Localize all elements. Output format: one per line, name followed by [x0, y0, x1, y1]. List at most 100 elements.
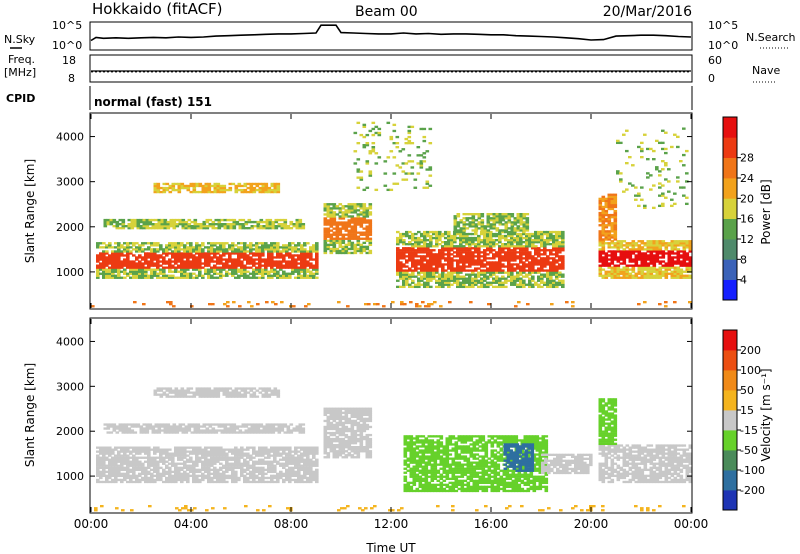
- heatmap-cell: [438, 277, 442, 280]
- heatmap-cell: [622, 248, 627, 251]
- heatmap-cell: [389, 150, 394, 153]
- heatmap-cell: [246, 274, 250, 277]
- heatmap-cell: [456, 253, 460, 256]
- heatmap-cell: [192, 472, 196, 476]
- heatmap-cell: [435, 253, 439, 256]
- heatmap-cell: [447, 285, 451, 289]
- heatmap-cell: [258, 446, 262, 449]
- heatmap-cell: [365, 142, 370, 145]
- heatmap-cell: [198, 470, 202, 474]
- heatmap-cell: [312, 264, 316, 267]
- heatmap-cell: [249, 260, 253, 263]
- heatmap-cell: [249, 246, 253, 249]
- heatmap-cell: [306, 260, 310, 263]
- heatmap-cell: [396, 271, 400, 274]
- heatmap-cell: [309, 252, 313, 255]
- heatmap-cell: [688, 260, 693, 263]
- heatmap-cell: [204, 252, 208, 255]
- heatmap-cell: [102, 446, 106, 449]
- heatmap-cell: [171, 464, 175, 467]
- heatmap-cell: [673, 256, 678, 259]
- heatmap-cell: [228, 254, 232, 257]
- heatmap-cell: [156, 256, 160, 259]
- heatmap-cell: [353, 219, 358, 222]
- heatmap-cell: [637, 250, 642, 253]
- heatmap-cell: [619, 270, 624, 273]
- heatmap-cell: [108, 462, 112, 465]
- heatmap-cell: [571, 305, 575, 308]
- heatmap-cell: [216, 468, 220, 472]
- heatmap-cell: [471, 273, 475, 276]
- heatmap-cell: [459, 243, 463, 246]
- heatmap-cell: [359, 231, 364, 234]
- heatmap-cell: [450, 257, 454, 260]
- heatmap-cell: [252, 478, 256, 482]
- heatmap-cell: [252, 474, 256, 478]
- heatmap-cell: [435, 239, 439, 242]
- heatmap-cell: [165, 466, 169, 470]
- heatmap-cell: [350, 215, 355, 218]
- heatmap-cell: [402, 239, 406, 242]
- heatmap-cell: [610, 222, 615, 225]
- heatmap-cell: [273, 476, 277, 480]
- heatmap-cell: [273, 448, 277, 451]
- heatmap-cell: [688, 250, 693, 253]
- heatmap-cell: [117, 268, 121, 271]
- heatmap-cell: [438, 253, 442, 256]
- heatmap-cell: [549, 236, 553, 240]
- heatmap-cell: [510, 227, 515, 230]
- heatmap-cell: [279, 458, 283, 461]
- heatmap-cell: [420, 271, 424, 274]
- heatmap-cell: [189, 466, 193, 470]
- heatmap-cell: [114, 274, 118, 277]
- heatmap-cell: [405, 265, 409, 268]
- heatmap-cell: [180, 270, 184, 273]
- heatmap-cell: [111, 458, 115, 461]
- heatmap-cell: [450, 243, 454, 246]
- heatmap-cell: [240, 256, 244, 259]
- heatmap-cell: [109, 220, 114, 224]
- heatmap-cell: [256, 303, 260, 306]
- heatmap-cell: [429, 253, 433, 256]
- heatmap-cell: [171, 480, 175, 484]
- heatmap-cell: [237, 254, 241, 257]
- heatmap-cell: [255, 248, 259, 251]
- heatmap-cell: [471, 251, 475, 254]
- heatmap-cell: [519, 261, 523, 264]
- heatmap-cell: [601, 252, 606, 255]
- heatmap-cell: [495, 263, 499, 266]
- heatmap-cell: [204, 270, 208, 273]
- heatmap-cell: [123, 246, 127, 249]
- heatmap-cell: [195, 454, 199, 457]
- heatmap-cell: [222, 274, 226, 277]
- heatmap-cell: [189, 256, 193, 259]
- heatmap-cell: [102, 480, 106, 484]
- heatmap-cell: [135, 456, 139, 459]
- heatmap-cell: [156, 262, 160, 265]
- heatmap-cell: [613, 193, 618, 196]
- heatmap-cell: [195, 260, 199, 263]
- heatmap-cell: [153, 480, 157, 484]
- heatmap-cell: [417, 263, 421, 266]
- heatmap-cell: [114, 260, 118, 263]
- heatmap-cell: [655, 276, 660, 279]
- heatmap-cell: [516, 251, 520, 254]
- heatmap-cell: [432, 263, 436, 266]
- heatmap-cell: [426, 239, 430, 242]
- heatmap-cell: [359, 213, 364, 216]
- heatmap-cell: [471, 281, 475, 284]
- heatmap-cell: [405, 251, 409, 254]
- heatmap-cell: [396, 255, 400, 258]
- heatmap-cell: [510, 239, 514, 242]
- heatmap-cell: [652, 244, 657, 247]
- heatmap-cell: [368, 213, 373, 216]
- heatmap-cell: [682, 240, 687, 243]
- heatmap-cell: [150, 474, 154, 478]
- heatmap-cell: [492, 223, 497, 226]
- heatmap-cell: [225, 468, 229, 472]
- heatmap-cell: [234, 248, 238, 251]
- heatmap-cell: [407, 129, 412, 133]
- heatmap-cell: [306, 264, 310, 267]
- heatmap-cell: [219, 254, 223, 257]
- heatmap-cell: [483, 269, 487, 272]
